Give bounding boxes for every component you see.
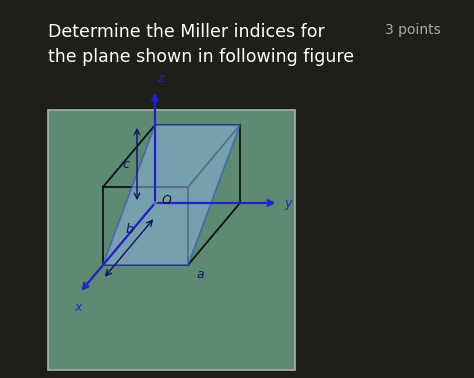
Text: a: a <box>196 268 204 282</box>
Text: z: z <box>157 72 164 85</box>
Text: the plane shown in following figure: the plane shown in following figure <box>48 48 354 66</box>
Text: Determine the Miller indices for: Determine the Miller indices for <box>48 23 325 41</box>
Text: 3 points: 3 points <box>385 23 441 37</box>
Text: x: x <box>74 301 82 314</box>
Text: b: b <box>125 223 133 236</box>
Text: c: c <box>122 158 129 170</box>
FancyBboxPatch shape <box>48 110 295 370</box>
Text: O: O <box>162 194 172 206</box>
Polygon shape <box>103 125 240 265</box>
Text: y: y <box>284 197 292 209</box>
